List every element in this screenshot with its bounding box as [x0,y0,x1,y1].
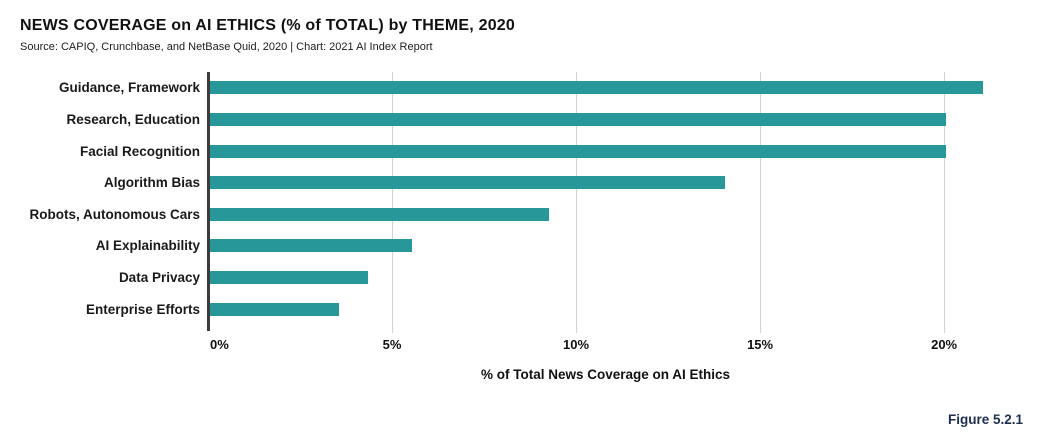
bar-row [210,167,1005,199]
chart-title: NEWS COVERAGE on AI ETHICS (% of TOTAL) … [20,17,515,34]
category-label-0: Guidance, Framework [58,80,200,96]
gridline-10 [576,72,578,333]
gridline-5 [392,72,394,333]
plot-area [207,72,1005,333]
category-label-3: Algorithm Bias [103,175,200,191]
gridline-20 [944,72,946,333]
bar-row [210,72,1005,104]
bar-4 [210,207,549,221]
bar-row [210,293,1005,325]
category-label-2: Facial Recognition [79,143,200,159]
x-tick-label-20%: 20% [931,337,958,352]
y-axis-line [207,72,210,331]
figure-number-label: Figure 5.2.1 [947,412,1023,427]
bar-row [210,230,1005,262]
bars-container [210,72,1005,325]
x-tick-label-5%: 5% [382,337,402,352]
category-label-4: Robots, Autonomous Cars [29,206,201,222]
bar-6 [210,271,369,285]
bar-row [210,104,1005,136]
category-label-6: Data Privacy [118,270,200,286]
bar-2 [210,144,947,158]
category-label-1: Research, Education [66,111,200,127]
x-tick-label-10%: 10% [563,337,590,352]
category-label-5: AI Explainability [95,238,200,254]
bar-0 [210,81,983,95]
bar-3 [210,176,726,190]
category-label-7: Enterprise Efforts [85,301,200,317]
bar-1 [210,112,947,126]
bar-row [210,135,1005,167]
x-axis-tick-labels: 0% 5% 10% 15% 20% [208,337,1003,353]
x-axis-title: % of Total News Coverage on AI Ethics [480,367,731,382]
x-tick-label-15%: 15% [747,337,774,352]
bar-row [210,262,1005,294]
bar-row [210,199,1005,231]
bar-5 [210,239,413,253]
chart-source-line: Source: CAPIQ, Crunchbase, and NetBase Q… [20,41,433,53]
bar-7 [210,302,339,316]
category-axis-labels: Guidance, Framework Research, Education Fa… [0,72,201,325]
gridline-15 [760,72,762,333]
x-tick-label-0%: 0% [210,337,229,352]
